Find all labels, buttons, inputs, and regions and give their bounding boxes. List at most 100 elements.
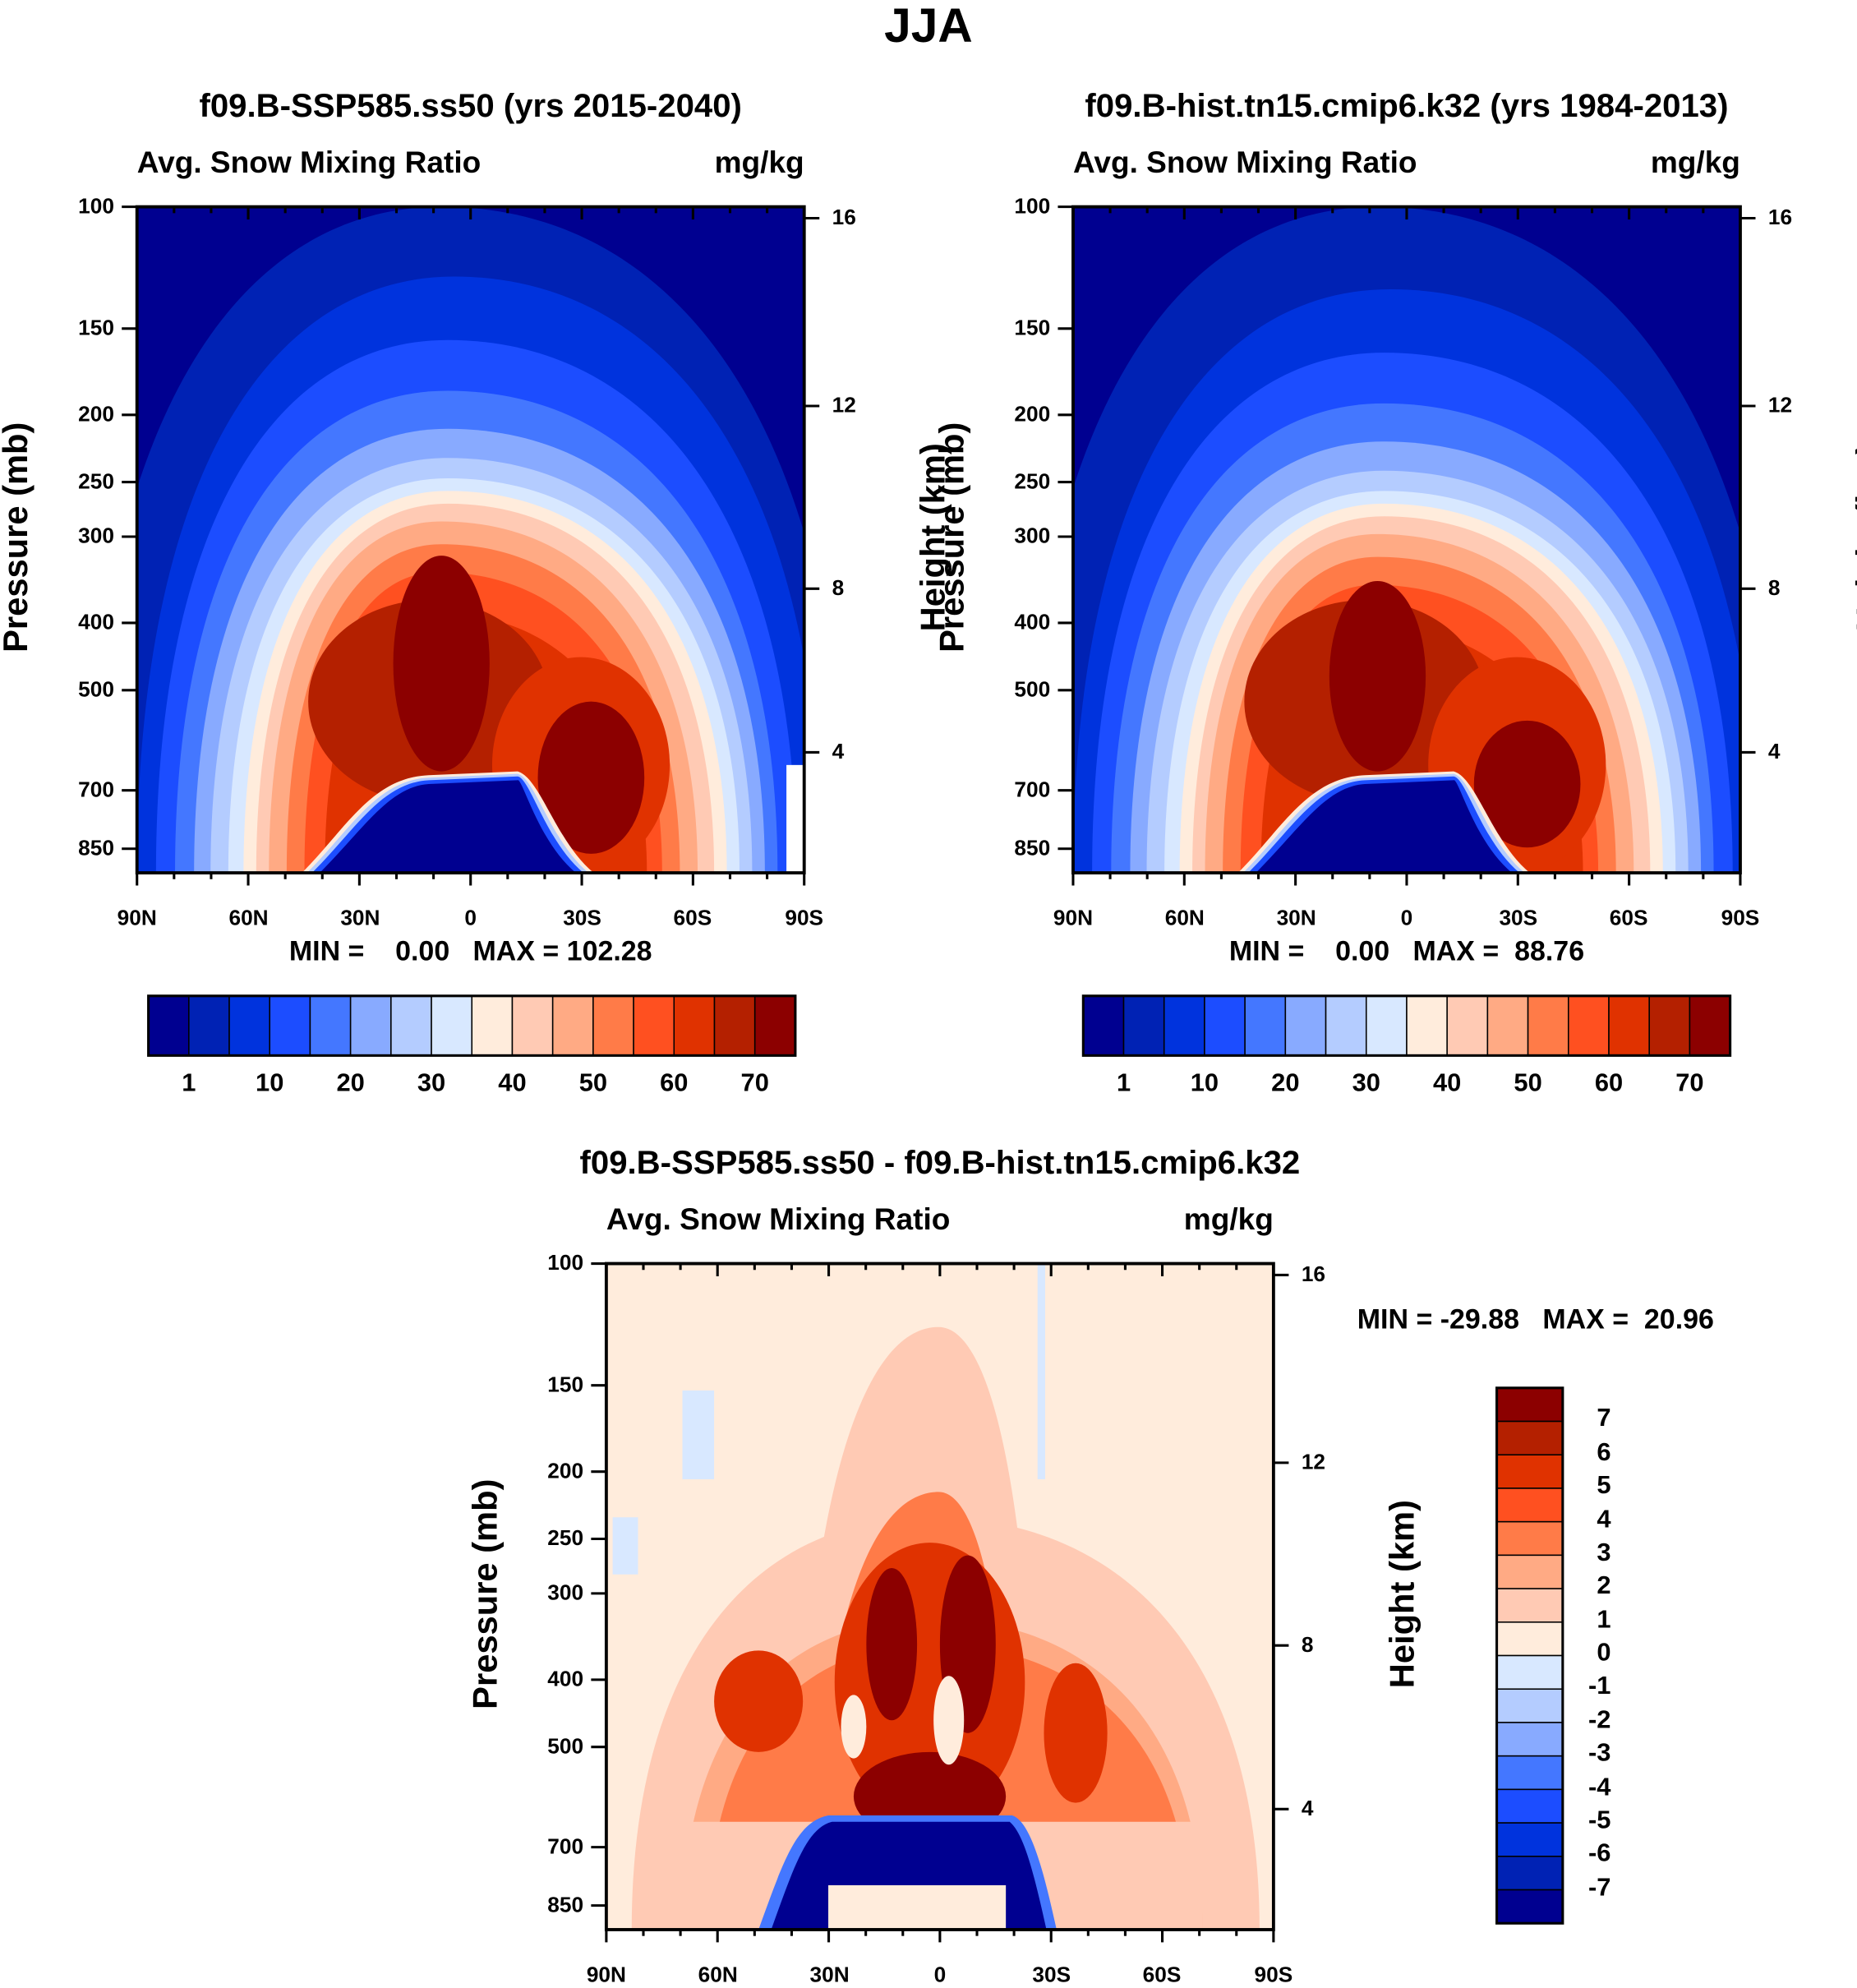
height-tick-label: 12: [1301, 1450, 1326, 1474]
colorbar-box: [390, 995, 432, 1057]
latitude-tick-label: 60S: [673, 906, 712, 930]
pressure-tick-label: 500: [1014, 677, 1051, 702]
colorbar-box: [1495, 1588, 1564, 1623]
pressure-tick-label: 300: [78, 524, 114, 548]
minmax-text: MIN = 0.00 MAX = 102.28: [288, 934, 652, 967]
colorbar-box: [1495, 1488, 1564, 1523]
colorbar-label: 1: [182, 1069, 196, 1098]
latitude-tick-label: 30N: [1276, 906, 1316, 930]
height-tick-label: 16: [1301, 1262, 1326, 1287]
y-axis-title: Pressure (mb): [0, 422, 35, 653]
latitude-tick-label: 90S: [1721, 906, 1760, 930]
contour-level: [1473, 720, 1581, 848]
colorbar-label: 7: [1597, 1405, 1611, 1433]
colorbar-label: 60: [660, 1069, 689, 1098]
latitude-tick-label: 60N: [228, 906, 269, 930]
pressure-tick-label: 200: [1014, 402, 1051, 427]
contour-level: [537, 701, 645, 854]
colorbar-label: -2: [1588, 1705, 1611, 1734]
colorbar-label: 1: [1116, 1069, 1131, 1098]
latitude-tick-label: 60N: [698, 1963, 738, 1987]
colorbar-label: -1: [1588, 1672, 1611, 1701]
pressure-tick-label: 850: [547, 1893, 584, 1917]
colorbar-box: [431, 995, 473, 1057]
colorbar-box: [1163, 995, 1205, 1057]
pressure-tick-label: 400: [547, 1667, 584, 1691]
colorbar-box: [1406, 995, 1448, 1057]
colorbar-box: [1284, 995, 1327, 1057]
colorbar-box: [1204, 995, 1246, 1057]
colorbar-box: [713, 995, 756, 1057]
latitude-tick-label: 90S: [1254, 1963, 1293, 1987]
colorbar-vertical: [1495, 1386, 1564, 1925]
pressure-tick-label: 100: [547, 1251, 584, 1275]
y-axis-title: Pressure (mb): [466, 1478, 505, 1709]
colorbar-label: -5: [1588, 1806, 1611, 1834]
colorbar-box: [1568, 995, 1610, 1057]
latitude-tick-label: 0: [464, 906, 477, 930]
variable-label: Avg. Snow Mixing Ratio: [136, 145, 482, 181]
colorbar-box: [269, 995, 311, 1057]
colorbar-box: [1495, 1520, 1564, 1557]
colorbar-box: [551, 995, 594, 1057]
colorbar-label: 4: [1597, 1505, 1611, 1534]
contour-level: [828, 1884, 1007, 1930]
colorbar-label: -4: [1588, 1773, 1611, 1801]
colorbar-label: 20: [336, 1069, 365, 1098]
colorbar-label: 20: [1271, 1069, 1300, 1098]
contour-level: [1329, 581, 1426, 772]
colorbar-label: 5: [1597, 1471, 1611, 1500]
contour-plot: [1058, 205, 1756, 886]
colorbar-label: -7: [1588, 1873, 1611, 1902]
colorbar-box: [1365, 995, 1408, 1057]
contour-level: [714, 1650, 804, 1752]
pressure-tick-label: 700: [78, 777, 114, 802]
pressure-tick-label: 850: [1014, 836, 1051, 860]
pressure-tick-label: 250: [78, 469, 114, 494]
pressure-tick-label: 250: [547, 1526, 584, 1551]
latitude-tick-label: 60S: [1142, 1963, 1182, 1987]
pressure-tick-label: 150: [547, 1372, 584, 1397]
height-tick-label: 8: [1767, 575, 1781, 601]
colorbar-box: [471, 995, 514, 1057]
pressure-tick-label: 200: [547, 1459, 584, 1483]
colorbar-box: [1648, 995, 1691, 1057]
colorbar-box: [1082, 995, 1125, 1057]
colorbar-box: [1122, 995, 1165, 1057]
pressure-tick-label: 400: [78, 610, 114, 634]
height-tick-label: 16: [1767, 205, 1793, 230]
colorbar-label: 50: [578, 1069, 608, 1098]
height-tick-label: 8: [832, 575, 845, 601]
contour-level: [393, 556, 490, 772]
y2-axis-title: Height (km): [1850, 443, 1857, 632]
pressure-tick-label: 100: [1014, 194, 1051, 219]
pressure-tick-label: 850: [78, 836, 114, 860]
colorbar-label: 6: [1597, 1438, 1611, 1467]
height-tick-label: 12: [832, 393, 856, 417]
pressure-tick-label: 400: [1014, 610, 1051, 634]
colorbar-box: [1495, 1722, 1564, 1757]
contour-level: [320, 780, 576, 874]
pressure-tick-label: 250: [1014, 469, 1051, 494]
colorbar-box: [1608, 995, 1650, 1057]
pressure-tick-label: 150: [1014, 316, 1051, 340]
height-tick-label: 4: [1301, 1796, 1314, 1821]
colorbar-box: [1495, 1856, 1564, 1891]
contour-plot: [591, 1262, 1289, 1943]
height-tick-label: 4: [1767, 739, 1781, 764]
colorbar-label: 60: [1594, 1069, 1624, 1098]
colorbar-box: [1486, 995, 1529, 1057]
colorbar-box: [1495, 1387, 1564, 1423]
contour-level: [841, 1695, 867, 1759]
latitude-tick-label: 90N: [586, 1963, 626, 1987]
minmax-text: MIN = 0.00 MAX = 88.76: [1228, 934, 1585, 967]
contour-level: [1044, 1663, 1108, 1803]
pressure-tick-label: 700: [1014, 777, 1051, 802]
units-label: mg/kg: [714, 145, 804, 181]
contour-level: [933, 1676, 965, 1765]
panel-title: f09.B-SSP585.ss50 (yrs 2015-2040): [199, 85, 742, 125]
height-tick-label: 4: [832, 739, 845, 764]
colorbar-box: [1446, 995, 1489, 1057]
colorbar-box: [1495, 1688, 1564, 1723]
